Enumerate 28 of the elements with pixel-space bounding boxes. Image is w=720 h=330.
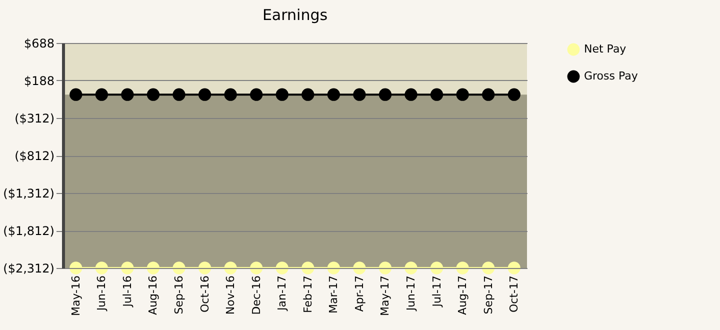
y-tick-label: ($2,312) [3,262,54,276]
x-tick-label: Jun-17 [404,276,418,312]
x-tick-label: Mar-17 [327,276,340,314]
y-tick-label: ($812) [14,149,54,163]
x-tick-label: Oct-16 [198,276,212,312]
x-tick-label: Nov-16 [224,276,238,315]
y-tick-label: $688 [24,36,54,50]
x-tick-label: Aug-17 [456,276,470,315]
x-tick-label: Oct-17 [508,276,521,312]
y-tick-label: ($1,812) [3,224,54,238]
x-tick-label: Dec-16 [250,276,263,315]
x-tick-label: Feb-17 [301,276,314,313]
x-tick-label: Jul-17 [430,276,444,308]
x-tick-label: Jan-17 [276,276,289,312]
chart-title: Earnings [262,6,328,24]
x-tick-label: Sep-16 [172,276,186,314]
x-tick-label: Sep-17 [482,276,495,314]
x-tick-label: Jun-16 [95,276,108,312]
x-tick-label: Aug-16 [146,276,160,315]
x-tick-label: Apr-17 [352,276,366,312]
y-tick-label: $188 [24,74,54,88]
x-tick-label: May-17 [378,276,392,316]
y-tick-label: ($312) [14,112,54,126]
y-tick-label: ($1,312) [3,186,54,200]
x-tick-label: Jul-16 [120,276,134,308]
legend-label: Gross Pay [584,70,638,82]
legend-label: Net Pay [584,42,627,56]
x-tick-label: May-16 [69,276,82,316]
